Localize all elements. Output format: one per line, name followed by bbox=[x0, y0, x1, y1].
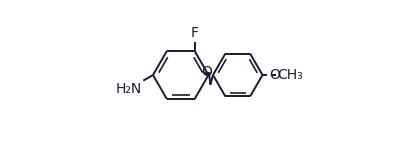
Text: F: F bbox=[191, 26, 198, 40]
Text: CH₃: CH₃ bbox=[277, 68, 303, 82]
Text: O: O bbox=[201, 65, 212, 79]
Text: O: O bbox=[269, 68, 280, 82]
Text: H₂N: H₂N bbox=[115, 82, 142, 96]
